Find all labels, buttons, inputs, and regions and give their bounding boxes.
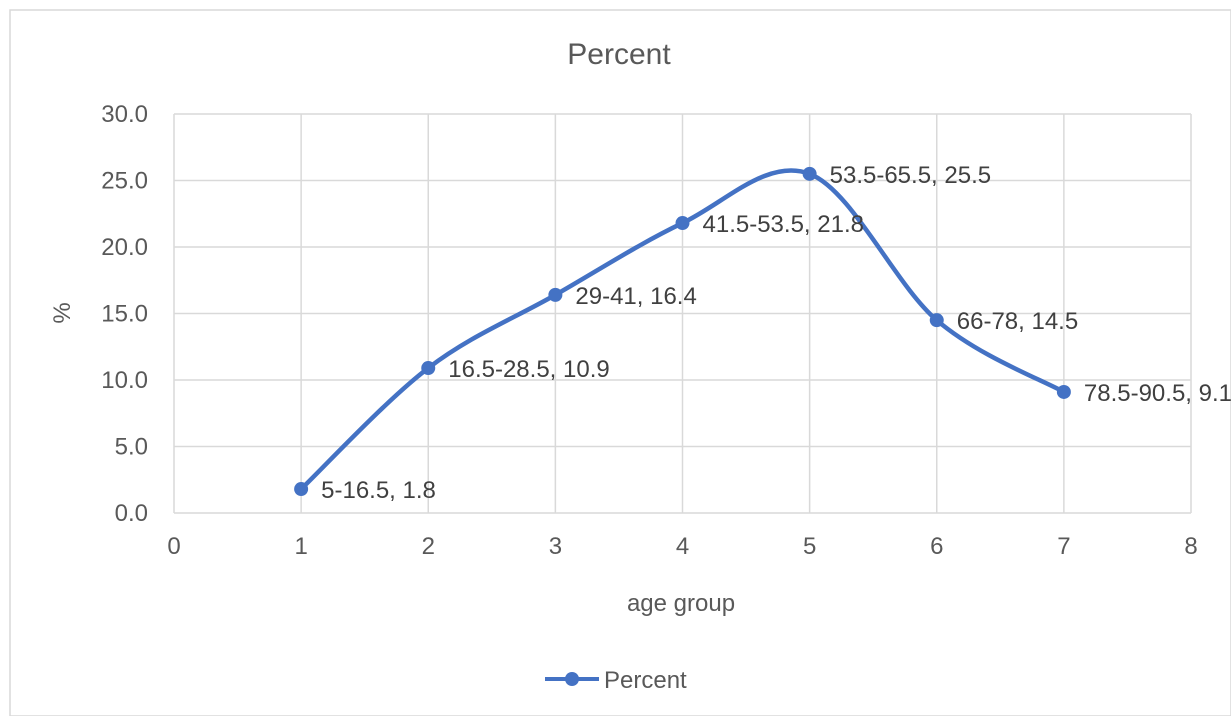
x-tick-label: 2: [422, 533, 435, 560]
data-point: [421, 361, 436, 376]
data-point: [929, 313, 944, 328]
y-tick-label: 0.0: [115, 500, 148, 527]
data-label: 78.5-90.5, 9.1: [1084, 380, 1231, 407]
data-point: [294, 482, 309, 497]
data-label: 53.5-65.5, 25.5: [830, 162, 991, 189]
chart-title: Percent: [567, 38, 671, 71]
x-tick-label: 0: [167, 533, 180, 560]
x-tick-label: 1: [294, 533, 307, 560]
legend-entry-percent: Percent: [604, 667, 687, 694]
x-axis-label: age group: [627, 590, 735, 617]
data-point: [548, 287, 563, 302]
x-tick-label: 5: [803, 533, 816, 560]
data-point: [1056, 384, 1071, 399]
y-tick-label: 10.0: [101, 367, 148, 394]
data-label: 5-16.5, 1.8: [321, 477, 436, 504]
y-axis-label: %: [49, 302, 76, 323]
data-point: [675, 216, 690, 231]
data-label: 66-78, 14.5: [957, 308, 1078, 335]
y-tick-label: 5.0: [115, 434, 148, 461]
legend: Percent: [545, 667, 687, 694]
y-tick-label: 25.0: [101, 168, 148, 195]
x-tick-label: 4: [676, 533, 689, 560]
data-label: 29-41, 16.4: [575, 283, 696, 310]
data-label: 41.5-53.5, 21.8: [703, 211, 864, 238]
x-tick-label: 6: [930, 533, 943, 560]
y-tick-label: 15.0: [101, 301, 148, 328]
chart-border: [9, 9, 1231, 716]
data-labels: 5-16.5, 1.8 16.5-28.5, 10.9 29-41, 16.4 41.…: [321, 162, 1231, 504]
axis-ticks: 0.0 5.0 10.0 15.0 20.0 25.0 30.0 0 1 2 3 4 5 6 7 8: [101, 101, 1197, 560]
x-tick-label: 8: [1184, 533, 1197, 560]
legend-marker: [565, 672, 579, 686]
x-tick-label: 3: [549, 533, 562, 560]
y-tick-label: 30.0: [101, 101, 148, 128]
x-tick-label: 7: [1057, 533, 1070, 560]
series-percent: [294, 166, 1071, 497]
y-tick-label: 20.0: [101, 234, 148, 261]
data-point: [802, 166, 817, 181]
data-label: 16.5-28.5, 10.9: [448, 356, 609, 383]
